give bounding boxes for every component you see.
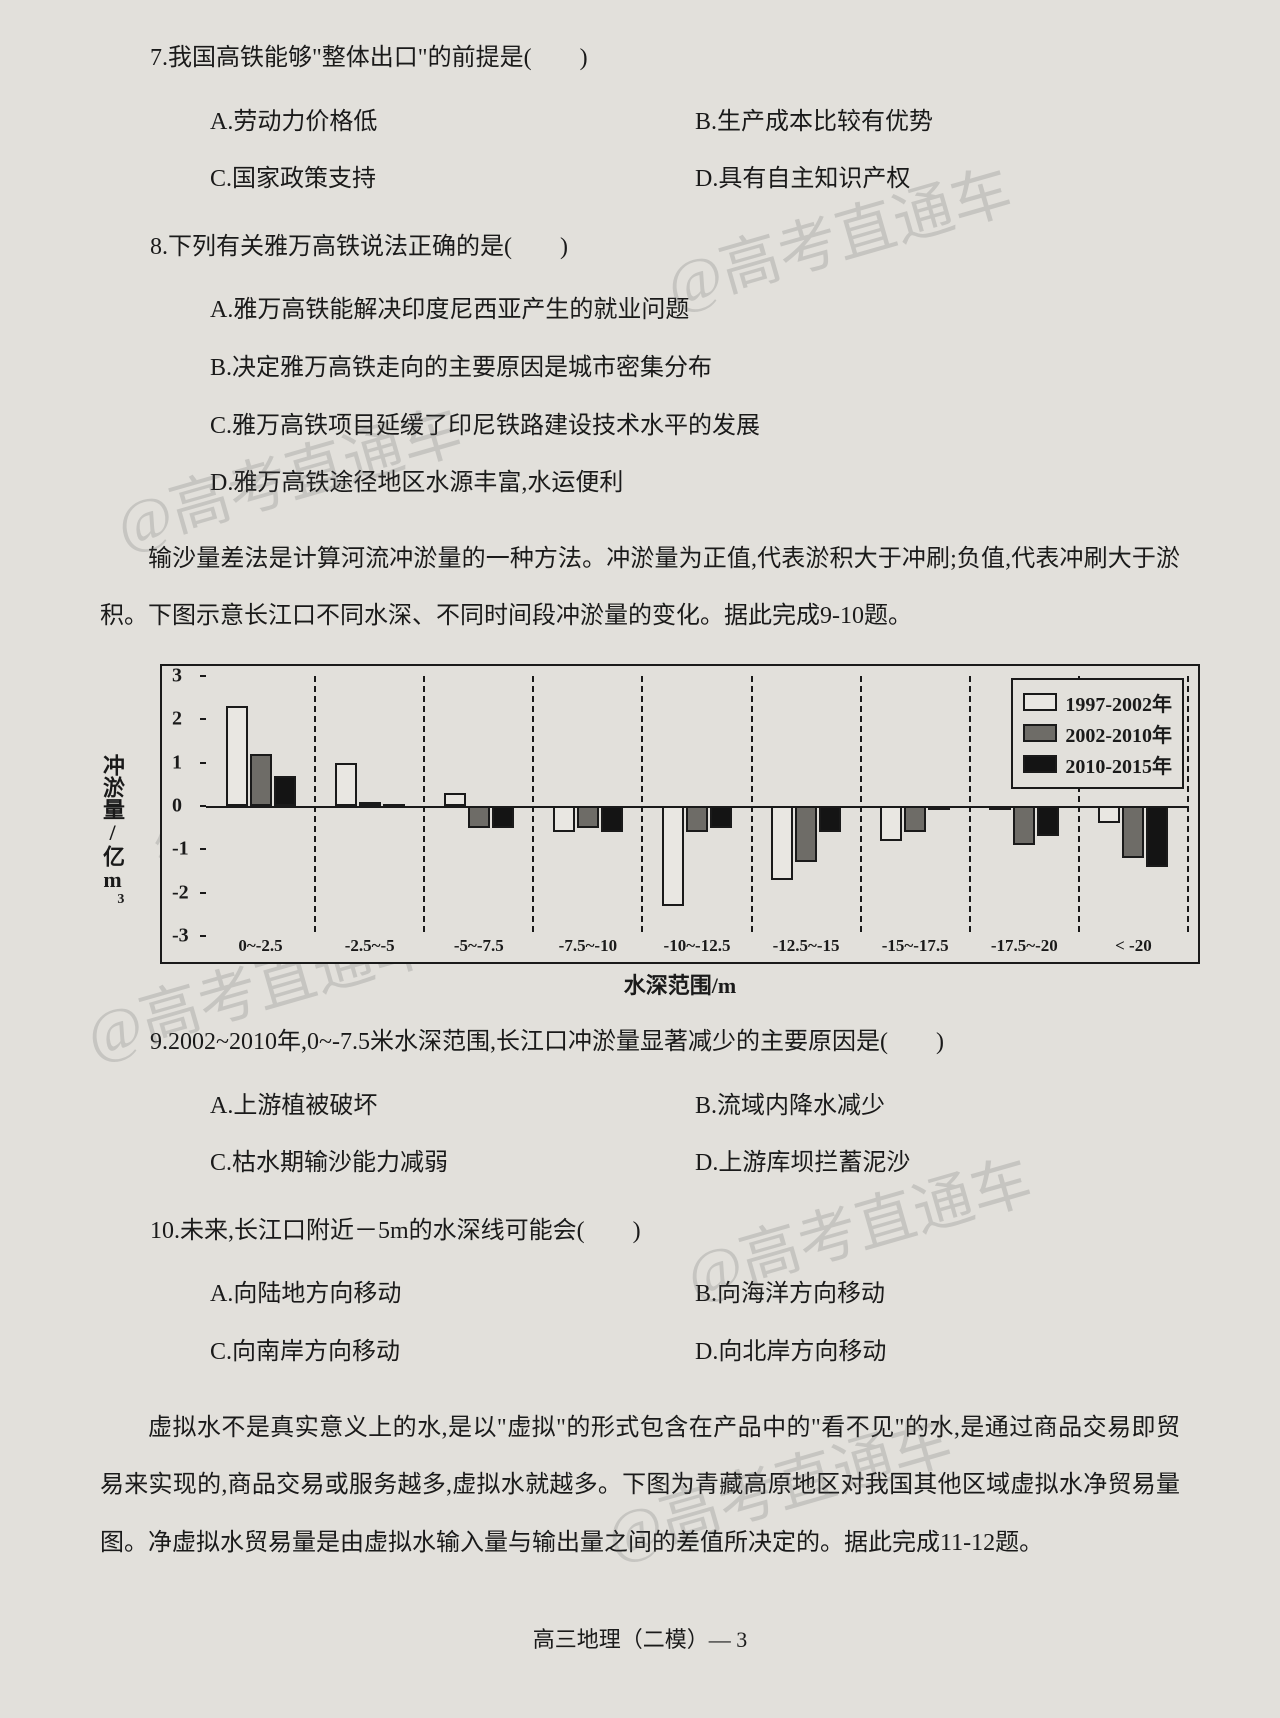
q8-option-d: D.雅万高铁途径地区水源丰富,水运便利 bbox=[210, 455, 1180, 513]
q9-num: 9. bbox=[150, 1029, 168, 1055]
legend-label-2: 2010-2015年 bbox=[1065, 750, 1172, 779]
chart-bar bbox=[335, 763, 357, 806]
chart-bar bbox=[880, 806, 902, 841]
question-9-stem: 9.2002~2010年,0~-7.5米水深范围,长江口冲淤量显著减少的主要原因… bbox=[100, 1020, 1180, 1066]
legend-item-1: 2002-2010年 bbox=[1023, 719, 1172, 748]
chart-legend: 1997-2002年 2002-2010年 2010-2015年 bbox=[1011, 678, 1184, 789]
chart-bar bbox=[1122, 806, 1144, 858]
chart-bar bbox=[771, 806, 793, 880]
q9-option-b: B.流域内降水减少 bbox=[695, 1078, 1180, 1136]
chart-bar bbox=[1146, 806, 1168, 867]
xlabel: -7.5~-10 bbox=[533, 936, 642, 956]
q10-option-b: B.向海洋方向移动 bbox=[695, 1266, 1180, 1324]
chart-bar bbox=[989, 806, 1011, 810]
xlabel: -2.5~-5 bbox=[315, 936, 424, 956]
question-7-options: A.劳动力价格低 B.生产成本比较有优势 C.国家政策支持 D.具有自主知识产权 bbox=[100, 94, 1180, 209]
xlabel: 0~-2.5 bbox=[206, 936, 315, 956]
ytick: 3 bbox=[172, 664, 182, 687]
chart-bar bbox=[1013, 806, 1035, 845]
question-8-stem: 8.下列有关雅万高铁说法正确的是( ) bbox=[100, 225, 1180, 271]
chart-bar bbox=[710, 806, 732, 828]
chart-bar bbox=[359, 802, 381, 806]
q10-option-d: D.向北岸方向移动 bbox=[695, 1324, 1180, 1382]
chart-bar bbox=[601, 806, 623, 832]
ytick: -2 bbox=[172, 881, 189, 904]
question-7-stem: 7.我国高铁能够"整体出口"的前提是( ) bbox=[100, 36, 1180, 82]
q9-option-a: A.上游植被破坏 bbox=[210, 1078, 695, 1136]
ytick: 0 bbox=[172, 794, 182, 817]
chart-bar bbox=[383, 804, 405, 808]
sediment-chart: 冲淤量/亿m3 -3-2-10123 0~-2.5-2.5~-5-5~-7.5-… bbox=[160, 664, 1200, 1000]
q7-option-a: A.劳动力价格低 bbox=[210, 94, 695, 152]
q8-option-b: B.决定雅万高铁走向的主要原因是城市密集分布 bbox=[210, 340, 1180, 398]
q7-option-b: B.生产成本比较有优势 bbox=[695, 94, 1180, 152]
legend-swatch-1 bbox=[1023, 724, 1057, 742]
page-footer: 高三地理（二模）— 3 bbox=[100, 1622, 1180, 1654]
q9-option-d: D.上游库坝拦蓄泥沙 bbox=[695, 1135, 1180, 1193]
xlabel: < -20 bbox=[1079, 936, 1188, 956]
chart-bar bbox=[1037, 806, 1059, 836]
legend-swatch-2 bbox=[1023, 755, 1057, 773]
ytick: 2 bbox=[172, 708, 182, 731]
chart-bar bbox=[274, 776, 296, 806]
q7-num: 7. bbox=[150, 45, 168, 71]
ytick: -1 bbox=[172, 838, 189, 861]
chart-bar bbox=[226, 706, 248, 806]
chart-x-labels: 0~-2.5-2.5~-5-5~-7.5-7.5~-10-10~-12.5-12… bbox=[206, 936, 1188, 956]
chart-bar bbox=[686, 806, 708, 832]
chart-bar bbox=[662, 806, 684, 906]
q9-text: 2002~2010年,0~-7.5米水深范围,长江口冲淤量显著减少的主要原因是(… bbox=[168, 1029, 944, 1055]
chart-y-label: 冲淤量/亿m3 bbox=[96, 754, 128, 907]
legend-swatch-0 bbox=[1023, 693, 1057, 711]
chart-bar bbox=[468, 806, 490, 828]
q8-option-c: C.雅万高铁项目延缓了印尼铁路建设技术水平的发展 bbox=[210, 398, 1180, 456]
question-9-options: A.上游植被破坏 B.流域内降水减少 C.枯水期输沙能力减弱 D.上游库坝拦蓄泥… bbox=[100, 1078, 1180, 1193]
q10-option-a: A.向陆地方向移动 bbox=[210, 1266, 695, 1324]
chart-bar bbox=[1098, 806, 1120, 823]
chart-bar bbox=[795, 806, 817, 862]
q7-option-d: D.具有自主知识产权 bbox=[695, 151, 1180, 209]
q10-option-c: C.向南岸方向移动 bbox=[210, 1324, 695, 1382]
chart-bar bbox=[819, 806, 841, 832]
chart-bar bbox=[444, 793, 466, 806]
q10-num: 10. bbox=[150, 1218, 180, 1244]
xlabel: -17.5~-20 bbox=[970, 936, 1079, 956]
ytick: 1 bbox=[172, 751, 182, 774]
question-10-stem: 10.未来,长江口附近－5m的水深线可能会( ) bbox=[100, 1209, 1180, 1255]
q7-text: 我国高铁能够"整体出口"的前提是( ) bbox=[168, 45, 588, 71]
chart-bar bbox=[250, 754, 272, 806]
xlabel: -15~-17.5 bbox=[861, 936, 970, 956]
q9-option-c: C.枯水期输沙能力减弱 bbox=[210, 1135, 695, 1193]
q8-text: 下列有关雅万高铁说法正确的是( ) bbox=[168, 234, 568, 260]
xlabel: -5~-7.5 bbox=[424, 936, 533, 956]
q8-num: 8. bbox=[150, 234, 168, 260]
exam-page: @高考直通车 @高考直通车 微信搜索小程序 第一时间获取最新资料 @高考直通车 … bbox=[0, 0, 1280, 1718]
passage-11-12: 虚拟水不是真实意义上的水,是以"虚拟"的形式包含在产品中的"看不见"的水,是通过… bbox=[100, 1400, 1180, 1573]
chart-bar bbox=[492, 806, 514, 828]
q8-option-a: A.雅万高铁能解决印度尼西亚产生的就业问题 bbox=[210, 282, 1180, 340]
chart-x-title: 水深范围/m bbox=[160, 968, 1200, 1000]
chart-frame: -3-2-10123 0~-2.5-2.5~-5-5~-7.5-7.5~-10-… bbox=[160, 664, 1200, 964]
xlabel: -10~-12.5 bbox=[642, 936, 751, 956]
chart-bar bbox=[928, 806, 950, 810]
legend-label-0: 1997-2002年 bbox=[1065, 688, 1172, 717]
passage-9-10: 输沙量差法是计算河流冲淤量的一种方法。冲淤量为正值,代表淤积大于冲刷;负值,代表… bbox=[100, 531, 1180, 646]
chart-bar bbox=[577, 806, 599, 828]
chart-bar bbox=[904, 806, 926, 832]
ytick: -3 bbox=[172, 924, 189, 947]
question-10-options: A.向陆地方向移动 B.向海洋方向移动 C.向南岸方向移动 D.向北岸方向移动 bbox=[100, 1266, 1180, 1381]
chart-bar bbox=[553, 806, 575, 832]
q10-text: 未来,长江口附近－5m的水深线可能会( ) bbox=[180, 1218, 641, 1244]
legend-item-0: 1997-2002年 bbox=[1023, 688, 1172, 717]
q7-option-c: C.国家政策支持 bbox=[210, 151, 695, 209]
legend-label-1: 2002-2010年 bbox=[1065, 719, 1172, 748]
xlabel: -12.5~-15 bbox=[752, 936, 861, 956]
legend-item-2: 2010-2015年 bbox=[1023, 750, 1172, 779]
question-8-options: A.雅万高铁能解决印度尼西亚产生的就业问题 B.决定雅万高铁走向的主要原因是城市… bbox=[100, 282, 1180, 512]
